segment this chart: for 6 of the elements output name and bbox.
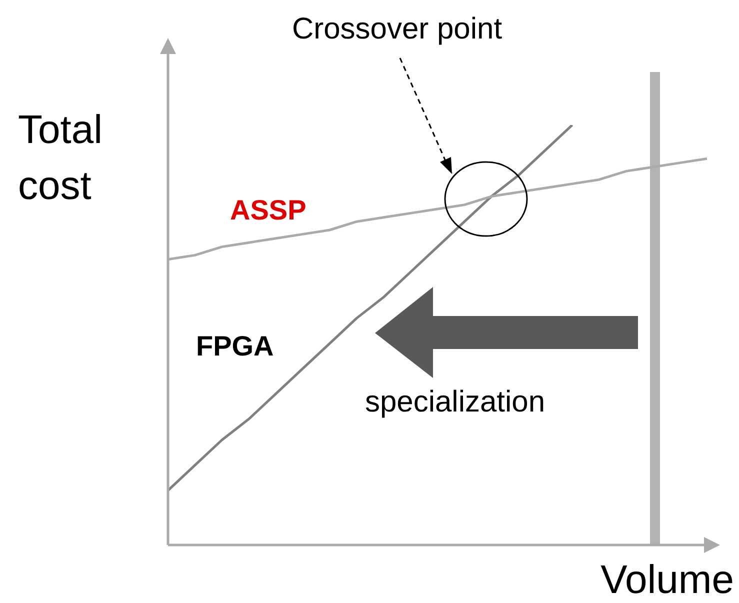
series-label: FPGA xyxy=(196,330,274,362)
annotation: specialization xyxy=(364,385,546,418)
text: Crossover point xyxy=(292,12,503,46)
series-label: ASSP xyxy=(230,194,306,226)
y-axis-title: Total cost xyxy=(18,108,102,208)
x-axis-title: Volume xyxy=(600,558,734,602)
